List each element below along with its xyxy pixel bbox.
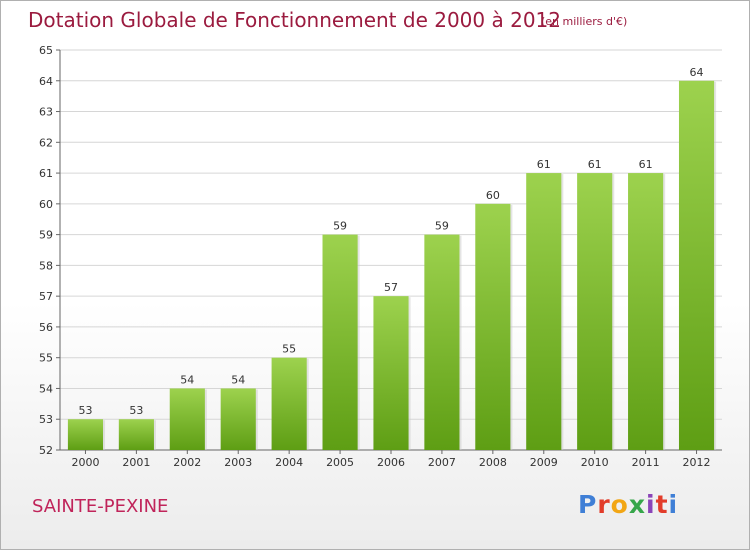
y-tick-label: 60 [39,198,53,211]
data-labels: 53 53 54 54 55 59 57 59 60 61 61 61 64 [78,66,703,417]
bar-2003 [220,388,256,450]
logo-letter: t [655,490,669,519]
logo-letter: x [628,490,646,519]
bar-2004 [271,357,307,450]
bar-value-label: 54 [231,373,245,386]
x-tick-label: 2000 [71,456,99,469]
x-tick-label: 2001 [122,456,150,469]
bar-2001 [118,419,154,450]
bar-value-label: 55 [282,343,296,356]
bar-value-label: 53 [78,404,92,417]
bar-value-label: 61 [537,158,551,171]
x-tick-label: 2008 [479,456,507,469]
bar-value-label: 61 [639,158,653,171]
proxiti-logo: Proxiti [578,490,678,519]
bar-2005 [322,234,358,450]
logo-letter: i [668,490,679,519]
y-tick-label: 63 [39,106,53,119]
y-tick-label: 53 [39,413,53,426]
x-tick-label: 2009 [530,456,558,469]
chart-title: Dotation Globale de Fonctionnement de 20… [28,8,561,32]
commune-name: SAINTE-PEXINE [32,496,169,517]
bar-2011 [628,173,664,451]
bar-value-label: 60 [486,189,500,202]
x-tick-label: 2012 [683,456,711,469]
y-tick-label: 61 [39,167,53,180]
y-tick-label: 64 [39,75,53,88]
x-tick-label: 2007 [428,456,456,469]
bar-2008 [475,203,511,450]
x-tick-label: 2002 [173,456,201,469]
logo-letter: r [597,490,611,519]
y-tick-label: 62 [39,136,53,149]
x-tick-label: 2003 [224,456,252,469]
bar-2010 [577,173,613,451]
y-tick-label: 56 [39,321,53,334]
bar-value-label: 54 [180,373,194,386]
y-tick-label: 52 [39,444,53,457]
bar-value-label: 57 [384,281,398,294]
x-tick-label: 2004 [275,456,303,469]
y-tick-label: 55 [39,352,53,365]
bar-value-label: 53 [129,404,143,417]
chart-subtitle: (en milliers d'€) [541,15,628,28]
x-tick-label: 2011 [632,456,660,469]
axes: 52 53 54 55 56 57 58 59 60 61 62 63 64 65 2000 2001 2002… [39,44,722,469]
y-tick-label: 57 [39,290,53,303]
bar-value-label: 64 [690,66,704,79]
bar-2002 [169,388,205,450]
x-tick-label: 2005 [326,456,354,469]
x-tick-label: 2010 [581,456,609,469]
bar-2007 [424,234,460,450]
x-tick-label: 2006 [377,456,405,469]
logo-letter: P [578,490,598,519]
y-tick-label: 58 [39,259,53,272]
bar-2012 [678,80,715,451]
y-tick-label: 65 [39,44,53,57]
bar-2000 [67,419,104,450]
bar-value-label: 59 [435,220,449,233]
logo-letter: o [610,490,629,519]
logo-letter: i [646,490,656,519]
bar-value-label: 61 [588,158,602,171]
bar-2009 [526,173,562,451]
bar-value-label: 59 [333,220,347,233]
bar-2006 [373,296,409,450]
bars [67,80,717,451]
y-tick-label: 59 [39,229,53,242]
y-tick-label: 54 [39,382,53,395]
